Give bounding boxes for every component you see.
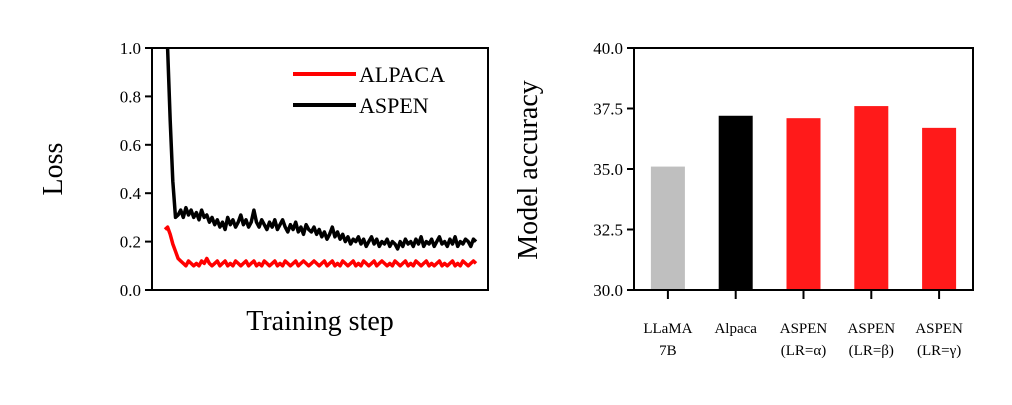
loss-legend: ALPACA ASPEN [293,62,445,118]
x-tick-label-line2: (LR=β) [849,343,894,359]
bar-4 [922,127,957,290]
x-tick-label: ASPEN [780,321,828,337]
loss-x-axis-label: Training step [246,306,394,337]
y-tick-label: 0.6 [120,136,141,155]
legend-label-alpaca: ALPACA [359,62,445,87]
accuracy-y-axis-label: Model accuracy [513,80,544,260]
y-tick-label: 37.5 [593,100,623,119]
bar-2 [786,118,821,291]
y-tick-label: 0.8 [120,87,141,106]
x-tick-label-line2: (LR=α) [781,343,826,359]
x-tick-label: LLaMA [643,321,692,337]
y-tick-label: 32.5 [593,221,623,240]
loss-series-group [163,48,478,268]
y-tick-label: 30.0 [593,281,623,300]
bar-1 [718,115,753,290]
y-tick-label: 0.0 [120,281,141,300]
series-line-alpaca [163,225,478,268]
x-tick-label: Alpaca [714,321,757,337]
accuracy-y-ticks: 30.0 32.5 35.0 37.5 40.0 [593,39,634,300]
accuracy-bars [650,106,957,291]
x-tick-label: ASPEN [848,321,896,337]
accuracy-chart: 30.0 32.5 35.0 37.5 40.0 LLaMA 7B Alpaca ASPEN (… [513,39,974,359]
y-tick-label: 40.0 [593,39,623,58]
bar-3 [854,106,889,290]
y-tick-label: 35.0 [593,160,623,179]
loss-y-axis-label: Loss [38,143,69,196]
loss-chart: 0.0 0.2 0.4 0.6 0.8 1.0 Loss Training step AL… [38,39,489,337]
legend-label-aspen: ASPEN [359,93,429,118]
x-tick-label-line2: (LR=γ) [917,343,961,359]
bar-0 [650,166,685,290]
x-tick-label-line2: 7B [659,343,677,359]
accuracy-x-ticks: LLaMA 7B Alpaca ASPEN (LR=α) ASPEN (LR=β) ASPEN… [643,290,963,359]
y-tick-label: 0.4 [120,184,142,203]
x-tick-label: ASPEN [915,321,963,337]
y-tick-label: 1.0 [120,39,141,58]
y-tick-label: 0.2 [120,233,141,252]
series-line-aspen [165,48,478,251]
loss-plot-frame [151,47,489,291]
loss-y-ticks: 0.0 0.2 0.4 0.6 0.8 1.0 [120,39,152,300]
